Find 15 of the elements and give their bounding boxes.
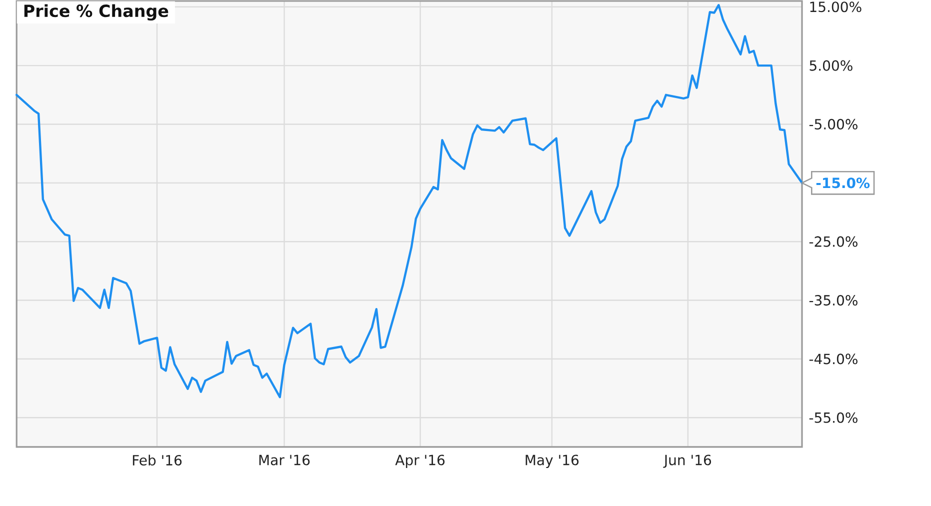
y-tick-label: -55.0%	[809, 412, 858, 423]
x-tick-label: Apr '16	[395, 454, 445, 468]
y-tick-label: 5.00%	[810, 60, 852, 71]
y-tick-label: -25.0%	[809, 236, 858, 247]
x-tick-label: Jun '16	[663, 454, 712, 468]
y-tick-label: -5.00%	[809, 118, 858, 130]
x-tick-label: Mar '16	[259, 454, 310, 466]
y-tick-label: -45.0%	[809, 354, 858, 364]
chart-title: Price % Change	[24, 4, 168, 21]
x-tick-label: Feb '16	[132, 454, 182, 466]
y-tick-label: -35.0%	[809, 294, 858, 306]
x-tick-label: May '16	[526, 454, 579, 468]
annotation: -15.0%	[816, 178, 870, 188]
y-tick-label: 15.00%	[810, 2, 862, 12]
line-series	[16, 4, 804, 398]
